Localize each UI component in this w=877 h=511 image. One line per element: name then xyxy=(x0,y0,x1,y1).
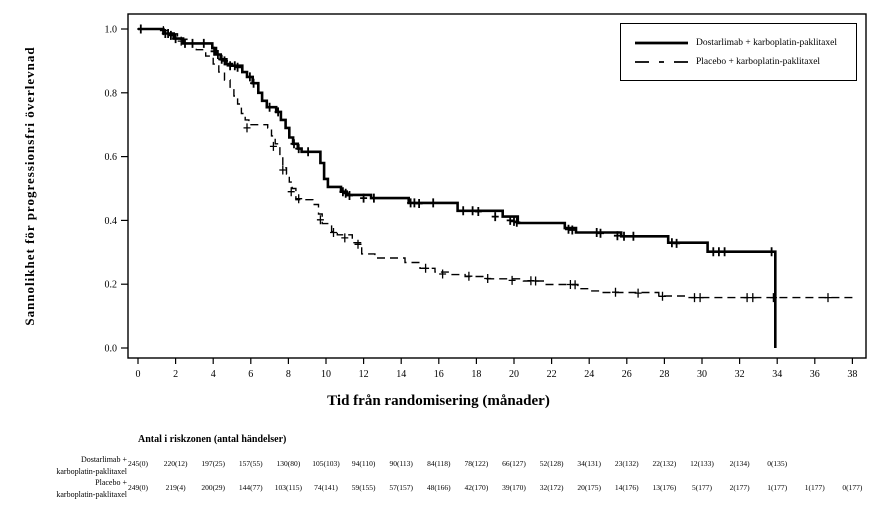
risk-value: 20(175) xyxy=(577,483,602,492)
y-tick-label: 0.4 xyxy=(105,216,118,227)
x-axis-title: Tid från randomisering (månader) xyxy=(327,393,550,409)
risk-values-row-dostarlimab: 245(0) 220(12) 197(25) 157(55) 130(80) 105(10… xyxy=(0,459,877,471)
risk-row-label-line: Dostarlimab + xyxy=(80,455,127,464)
y-tick-label: 0.0 xyxy=(105,344,118,355)
risk-value: 22(132) xyxy=(652,459,677,468)
y-tick-label: 0.6 xyxy=(105,152,118,163)
risk-value: 0(135) xyxy=(767,459,788,468)
y-tick-label: 0.2 xyxy=(105,280,118,291)
x-tick-label: 0 xyxy=(136,369,141,380)
risk-value: 23(132) xyxy=(614,459,639,468)
legend-item-placebo: Placebo + karboplatin-paklitaxel xyxy=(621,52,856,71)
risk-table-title: Antal i riskzonen (antal händelser) xyxy=(138,434,287,445)
risk-value: 130(80) xyxy=(276,459,301,468)
x-tick-label: 18 xyxy=(471,369,481,380)
risk-row-label-line: karboplatin-paklitaxel xyxy=(56,489,127,499)
risk-row-label-dostarlimab: Dostarlimab + karboplatin-paklitaxel xyxy=(6,454,127,477)
risk-value: 1(177) xyxy=(804,483,825,492)
risk-value: 90(113) xyxy=(389,459,413,468)
x-tick-label: 2 xyxy=(173,369,178,380)
risk-value: 220(12) xyxy=(163,459,188,468)
risk-value: 5(177) xyxy=(692,483,712,492)
risk-value: 197(25) xyxy=(201,459,226,468)
risk-value: 48(166) xyxy=(426,483,451,492)
km-chart-svg: 0 2 4 6 8 10 12 14 16 18 20 22 24 26 28 30 32 34 36 380.00.… xyxy=(105,13,867,380)
censor-marks-placebo xyxy=(159,26,832,303)
risk-value: 74(141) xyxy=(314,483,338,492)
legend-label-dostarlimab: Dostarlimab + karboplatin-paklitaxel xyxy=(696,37,837,48)
x-tick-label: 34 xyxy=(772,369,782,380)
risk-value: 52(128) xyxy=(539,459,564,468)
risk-value: 39(170) xyxy=(502,483,526,492)
x-tick-label: 36 xyxy=(810,369,820,380)
risk-value: 219(4) xyxy=(165,483,186,492)
risk-value: 200(29) xyxy=(201,483,226,492)
x-tick-label: 32 xyxy=(735,369,745,380)
legend-dashed-line-icon xyxy=(635,60,688,63)
risk-value: 105(103) xyxy=(312,459,340,468)
x-tick-label: 28 xyxy=(659,369,669,380)
risk-value: 34(131) xyxy=(577,459,602,468)
risk-row-label-line: Placebo + xyxy=(95,478,127,487)
risk-value: 2(177) xyxy=(729,483,750,492)
x-tick-label: 8 xyxy=(286,369,291,380)
risk-value: 157(55) xyxy=(238,459,263,468)
x-tick-label: 22 xyxy=(547,369,557,380)
risk-value: 1(177) xyxy=(767,483,788,492)
x-tick-label: 10 xyxy=(321,369,331,380)
x-tick-label: 38 xyxy=(847,369,857,380)
x-tick-label: 20 xyxy=(509,369,519,380)
risk-value: 14(176) xyxy=(614,483,639,492)
risk-value: 12(133) xyxy=(690,459,714,468)
legend-box: Dostarlimab + karboplatin-paklitaxel Pla… xyxy=(620,23,857,81)
risk-value: 13(176) xyxy=(652,483,677,492)
risk-value: 103(115) xyxy=(274,483,302,492)
x-tick-label: 4 xyxy=(211,369,216,380)
risk-value: 94(110) xyxy=(351,459,376,468)
legend-label-placebo: Placebo + karboplatin-paklitaxel xyxy=(696,56,821,67)
x-tick-label: 30 xyxy=(697,369,707,380)
risk-value: 57(157) xyxy=(389,483,414,492)
risk-value: 78(122) xyxy=(464,459,489,468)
km-curve-placebo xyxy=(138,28,857,299)
plot-frame xyxy=(127,13,867,359)
x-tick-label: 12 xyxy=(359,369,369,380)
y-tick-label: 0.8 xyxy=(105,88,118,99)
legend-item-dostarlimab: Dostarlimab + karboplatin-paklitaxel xyxy=(621,33,856,52)
risk-value: 144(77) xyxy=(238,483,263,492)
risk-row-label-placebo: Placebo + karboplatin-paklitaxel xyxy=(6,477,127,500)
x-tick-label: 24 xyxy=(584,369,594,380)
risk-value: 84(118) xyxy=(427,459,451,468)
risk-value: 2(134) xyxy=(729,459,750,468)
risk-value: 42(170) xyxy=(464,483,489,492)
x-tick-label: 16 xyxy=(434,369,444,380)
x-tick-label: 26 xyxy=(622,369,632,380)
risk-value: 0(177) xyxy=(842,483,863,492)
x-tick-label: 6 xyxy=(248,369,253,380)
risk-values-row-placebo: 249(0) 219(4) 200(29) 144(77) 103(115) 74(141… xyxy=(0,483,877,495)
risk-value: 66(127) xyxy=(502,459,526,468)
risk-value: 59(155) xyxy=(351,483,376,492)
legend-solid-line-icon xyxy=(635,41,688,44)
y-tick-label: 1.0 xyxy=(105,25,118,36)
risk-value: 32(172) xyxy=(539,483,564,492)
risk-row-label-line: karboplatin-paklitaxel xyxy=(56,466,127,476)
risk-value: 245(0) xyxy=(128,459,148,468)
y-axis-title: Sannolikhet för progressionsfri överlevn… xyxy=(22,46,37,326)
risk-value: 249(0) xyxy=(128,483,148,492)
x-tick-label: 14 xyxy=(396,369,406,380)
